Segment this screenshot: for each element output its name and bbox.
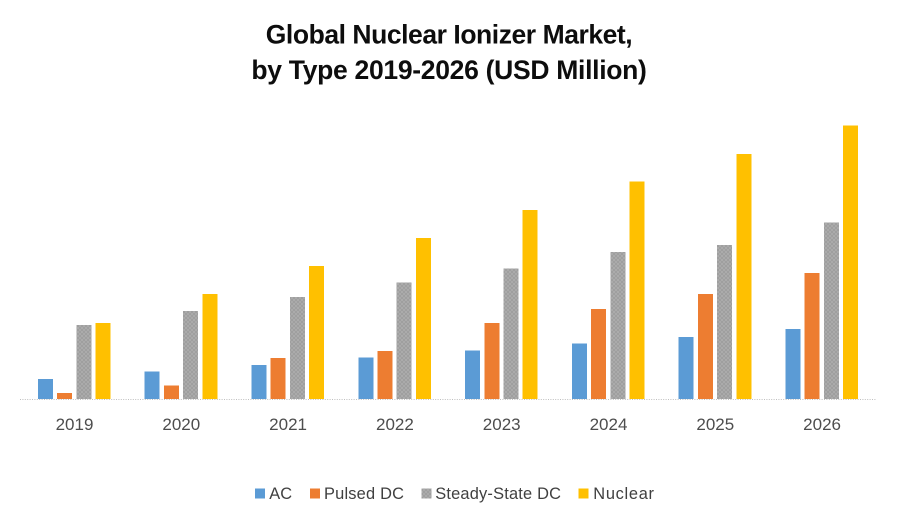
svg-text:2021: 2021 <box>269 415 307 434</box>
svg-text:2023: 2023 <box>483 415 521 434</box>
svg-text:2024: 2024 <box>590 415 628 434</box>
svg-text:2019: 2019 <box>56 415 94 434</box>
svg-text:Global Nuclear Ionizer Market,: Global Nuclear Ionizer Market, <box>266 19 632 49</box>
svg-text:Steady-State DC: Steady-State DC <box>435 485 561 503</box>
svg-text:Pulsed DC: Pulsed DC <box>324 485 404 503</box>
svg-text:2026: 2026 <box>803 415 841 434</box>
svg-text:2022: 2022 <box>376 415 414 434</box>
svg-text:2025: 2025 <box>696 415 734 434</box>
svg-text:AC: AC <box>269 485 292 503</box>
svg-text:2020: 2020 <box>162 415 200 434</box>
svg-text:Nuclear: Nuclear <box>593 485 654 503</box>
svg-text:by Type 2019-2026 (USD Million: by Type 2019-2026 (USD Million) <box>251 55 646 85</box>
